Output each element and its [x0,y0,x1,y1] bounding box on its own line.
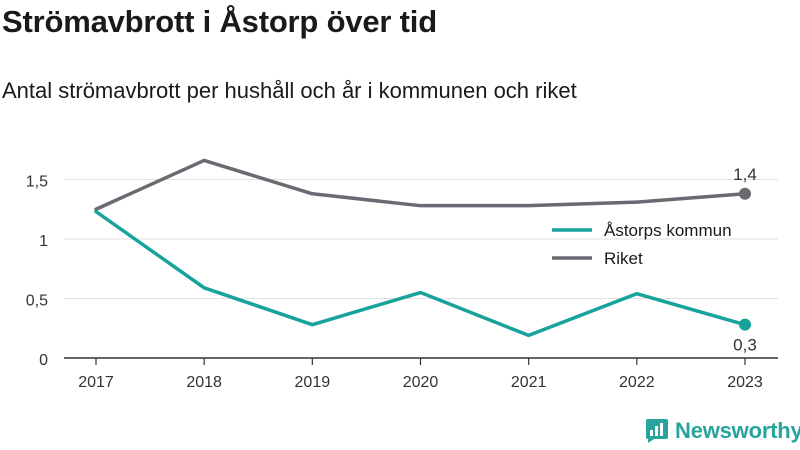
series-line [94,209,747,338]
chart-subtitle: Antal strömavbrott per hushåll och år i … [2,78,577,103]
y-tick-label: 0,5 [26,293,48,310]
legend: Åstorps kommun Riket [552,221,732,268]
newsworthy-logo-icon [646,419,668,443]
x-tick-label: 2021 [511,374,547,391]
y-tick-label: 0 [39,352,48,369]
end-value-label: 0,3 [733,336,757,355]
x-tick-label: 2022 [619,374,655,391]
series-lines: 1,4 0,3 [94,158,757,355]
brand-name: Newsworthy [675,418,800,443]
x-tick-label: 2020 [403,374,439,391]
x-tick-label: 2019 [295,374,331,391]
end-point-marker [739,318,751,331]
x-tick-label: 2018 [186,374,222,391]
x-tick-label: 2023 [727,374,763,391]
x-axis: 2017 2018 2019 2020 2021 2022 2023 [64,357,778,391]
y-axis: 0 0,5 1 1,5 [26,174,48,370]
end-point-marker [739,187,751,200]
legend-label: Riket [604,249,643,268]
end-value-label: 1,4 [733,165,757,184]
legend-label: Åstorps kommun [604,221,732,240]
y-tick-label: 1,5 [26,174,48,191]
y-tick-label: 1 [39,233,48,250]
brand-logo: Newsworthy [645,418,800,444]
series-line [94,158,747,211]
x-tick-label: 2017 [78,374,114,391]
chart-title: Strömavbrott i Åstorp över tid [2,4,437,39]
